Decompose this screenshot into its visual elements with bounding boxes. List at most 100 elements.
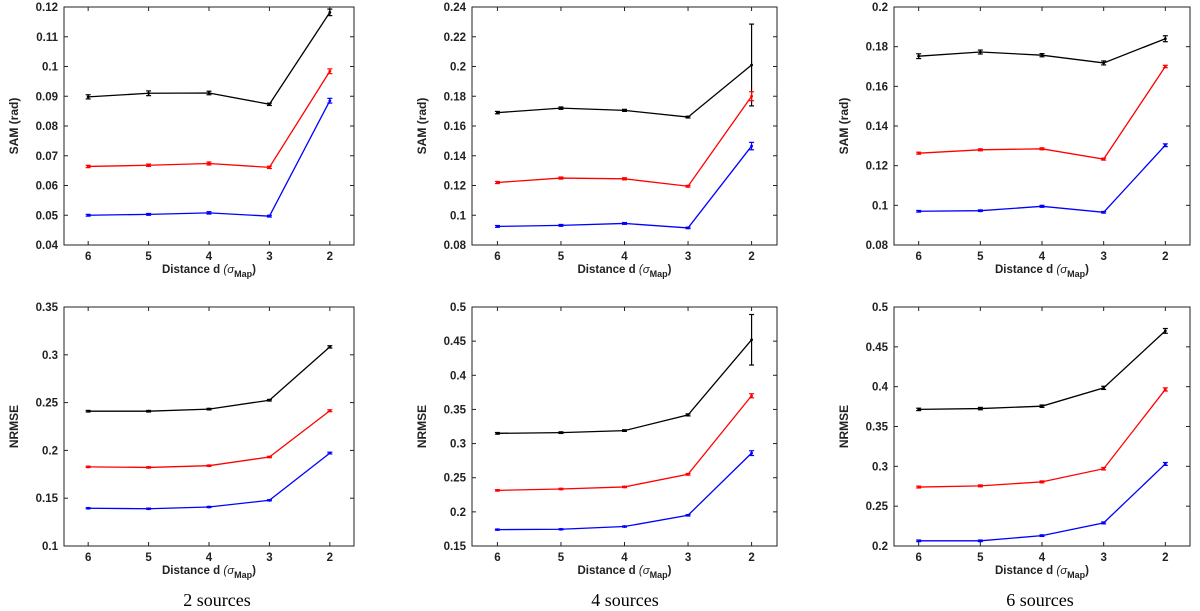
x-axis-label-subscript: Map bbox=[234, 570, 253, 580]
data-point-blue bbox=[978, 209, 982, 213]
x-tick-label: 5 bbox=[977, 251, 984, 263]
chart-panel-3: 0.1 0.15 0.2 0.25 0.3 0.35 6 5 4 3 2 Distance d (σM… bbox=[7, 302, 355, 580]
data-point-blue bbox=[328, 451, 332, 455]
data-point-blue bbox=[207, 505, 211, 509]
series-line-blue bbox=[918, 144, 1166, 213]
y-tick-label: 0.2 bbox=[872, 541, 888, 553]
y-tick-label: 0.06 bbox=[36, 181, 58, 193]
data-point-black bbox=[1163, 329, 1167, 333]
data-point-black bbox=[559, 106, 563, 110]
data-point-red bbox=[86, 165, 90, 168]
y-tick-label: 0.12 bbox=[36, 2, 58, 14]
chart-panel-0: 0.04 0.05 0.06 0.07 0.08 0.09 0.1 0.11 0.12 6 5 4 3 2… bbox=[7, 2, 355, 279]
x-tick-label: 3 bbox=[685, 251, 691, 263]
data-point-black bbox=[978, 50, 982, 54]
data-point-black bbox=[1102, 61, 1106, 65]
y-tick-label: 0.35 bbox=[36, 302, 59, 314]
data-point-blue bbox=[559, 223, 563, 227]
data-point-black bbox=[496, 111, 499, 115]
x-tick-label: 4 bbox=[1039, 552, 1046, 564]
series-line-red bbox=[88, 410, 331, 469]
series-line-blue bbox=[918, 463, 1166, 542]
y-tick-label: 0.14 bbox=[444, 151, 467, 163]
data-point-black bbox=[917, 54, 921, 58]
data-point-black bbox=[86, 95, 90, 99]
series-line-blue bbox=[497, 452, 753, 531]
series-line-black bbox=[88, 11, 331, 106]
data-point-red bbox=[978, 148, 982, 152]
data-point-red bbox=[686, 184, 690, 188]
series-line-black bbox=[497, 339, 753, 434]
x-tick-label: 3 bbox=[1100, 552, 1106, 564]
y-tick-label: 0.18 bbox=[866, 42, 889, 54]
y-tick-label: 0.1 bbox=[450, 210, 467, 222]
data-point-red bbox=[750, 394, 753, 398]
y-tick-label: 0.1 bbox=[42, 541, 59, 553]
x-tick-label: 4 bbox=[621, 552, 628, 564]
data-point-black bbox=[328, 345, 332, 349]
x-axis-label-close: ) bbox=[668, 264, 672, 276]
data-point-red bbox=[328, 69, 332, 73]
data-point-blue bbox=[1102, 521, 1106, 525]
data-point-blue bbox=[559, 527, 563, 531]
x-axis-label-text: Distance d bbox=[995, 565, 1053, 577]
y-axis-label: NRMSE bbox=[7, 405, 21, 448]
series-line-red bbox=[918, 66, 1166, 160]
data-point-blue bbox=[1163, 143, 1167, 147]
data-point-red bbox=[268, 165, 271, 169]
x-axis-label-text: Distance d bbox=[162, 264, 220, 276]
y-tick-label: 0.3 bbox=[872, 461, 888, 473]
x-tick-label: 2 bbox=[327, 251, 333, 263]
data-point-black bbox=[268, 398, 271, 402]
data-point-red bbox=[86, 465, 90, 469]
x-tick-label: 2 bbox=[1162, 552, 1168, 564]
data-point-black bbox=[86, 409, 90, 413]
data-point-black bbox=[147, 409, 150, 413]
x-tick-label: 4 bbox=[206, 552, 213, 564]
y-tick-label: 0.2 bbox=[872, 2, 888, 14]
y-tick-label: 0.45 bbox=[866, 342, 889, 354]
data-point-blue bbox=[496, 528, 499, 532]
x-axis-label-text: Distance d bbox=[162, 565, 220, 577]
x-axis-label-text: Distance d bbox=[578, 565, 636, 577]
data-point-red bbox=[623, 485, 626, 489]
y-axis-label: NRMSE bbox=[837, 405, 851, 448]
data-point-red bbox=[328, 409, 332, 413]
data-point-blue bbox=[1040, 204, 1044, 208]
data-point-black bbox=[1163, 37, 1167, 41]
x-tick-label: 2 bbox=[1162, 251, 1168, 263]
x-tick-label: 6 bbox=[915, 251, 921, 263]
series-line-blue bbox=[88, 100, 331, 217]
y-tick-label: 0.25 bbox=[36, 398, 59, 410]
x-tick-label: 5 bbox=[145, 251, 152, 263]
x-axis-label-subscript: Map bbox=[1067, 269, 1086, 279]
axes-box bbox=[63, 306, 355, 547]
y-tick-label: 0.18 bbox=[444, 91, 467, 103]
series-line-red bbox=[918, 389, 1166, 488]
x-tick-label: 6 bbox=[85, 251, 91, 263]
x-axis-label-close: ) bbox=[252, 264, 256, 276]
data-point-red bbox=[1102, 157, 1106, 161]
x-axis-label-subscript: Map bbox=[650, 269, 669, 279]
data-point-red bbox=[917, 151, 921, 155]
x-tick-label: 3 bbox=[685, 552, 691, 564]
y-tick-label: 0.25 bbox=[444, 473, 467, 485]
data-point-blue bbox=[1102, 210, 1106, 214]
y-tick-label: 0.2 bbox=[450, 507, 466, 519]
x-tick-label: 5 bbox=[977, 552, 984, 564]
x-tick-label: 3 bbox=[266, 552, 272, 564]
series-line-red bbox=[497, 395, 753, 491]
data-point-red bbox=[496, 488, 499, 492]
data-point-blue bbox=[496, 225, 499, 228]
data-point-black bbox=[750, 338, 753, 342]
data-point-black bbox=[559, 431, 563, 435]
data-point-black bbox=[147, 91, 150, 95]
y-tick-label: 0.5 bbox=[872, 302, 889, 314]
data-point-blue bbox=[268, 214, 271, 218]
y-tick-label: 0.35 bbox=[866, 422, 889, 434]
data-point-blue bbox=[268, 498, 271, 502]
y-tick-label: 0.08 bbox=[444, 240, 467, 252]
y-tick-label: 0.2 bbox=[450, 62, 466, 74]
data-point-red bbox=[1102, 467, 1106, 471]
